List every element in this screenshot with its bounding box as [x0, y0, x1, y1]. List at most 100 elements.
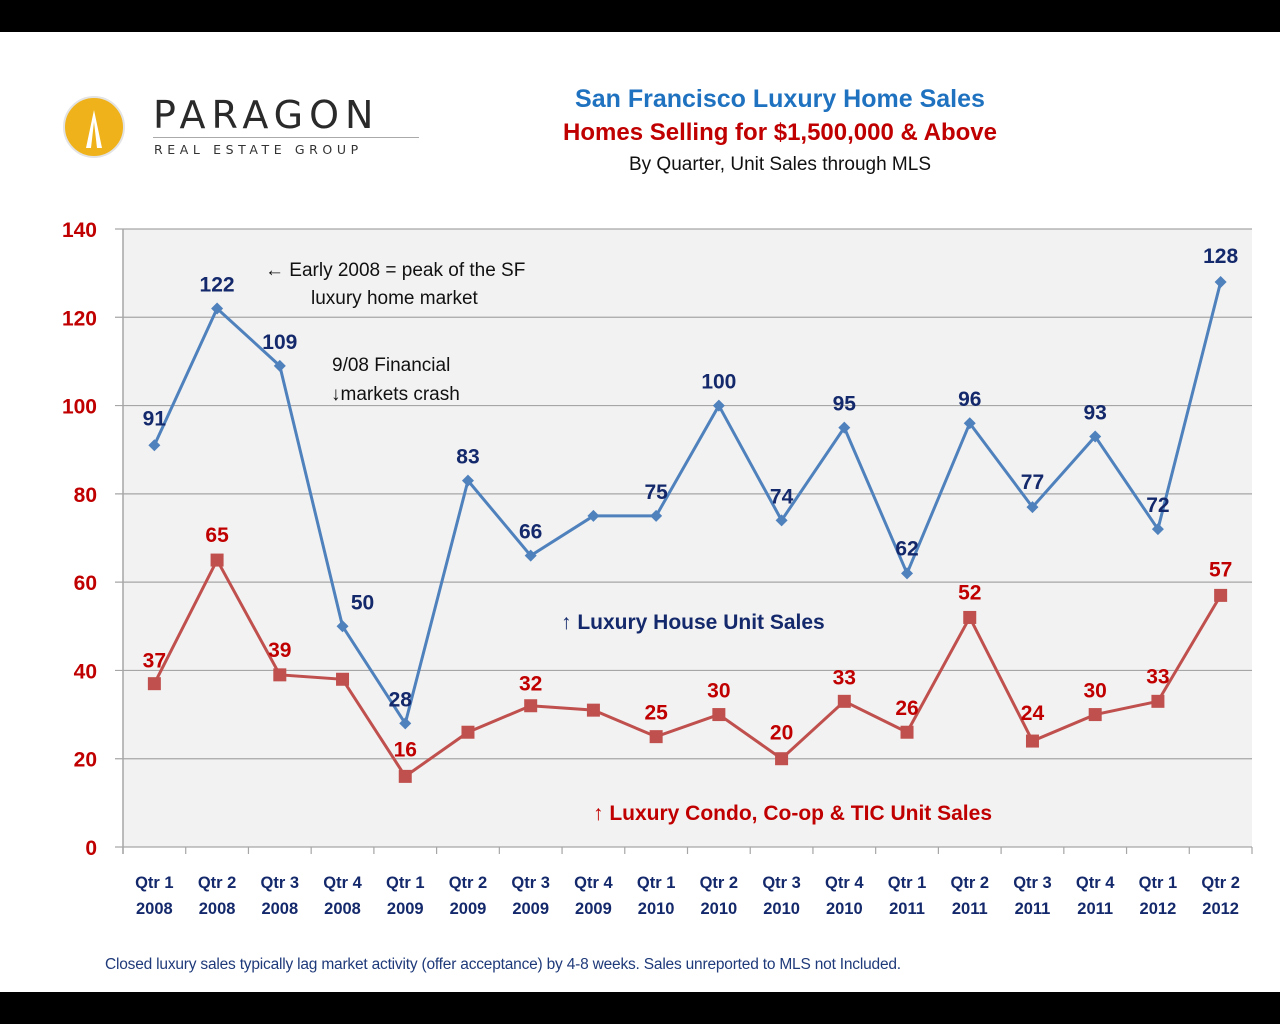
house-marker [524, 549, 537, 562]
house-marker [399, 717, 412, 730]
y-tick-label: 140 [62, 219, 97, 242]
condo-data-label: 37 [143, 650, 166, 673]
house-marker [775, 514, 788, 527]
condo-data-label: 30 [707, 680, 730, 703]
house-data-label: 28 [389, 688, 413, 711]
annotation-peak-line-1: ← Early 2008 = peak of the SF [265, 260, 525, 281]
condo-marker [712, 708, 726, 722]
annotation-crash-line-1: 9/08 Financial [332, 355, 450, 376]
house-data-label: 74 [770, 485, 794, 508]
bottom-black-bar [0, 992, 1280, 1024]
house-data-label: 83 [456, 446, 479, 469]
x-tick-label: Qtr 3 2010 [762, 874, 801, 918]
chart-titles: San Francisco Luxury Home Sales Homes Se… [480, 82, 1080, 180]
condo-marker [837, 694, 851, 708]
condo-marker [461, 725, 475, 739]
top-black-bar [0, 0, 1280, 32]
condo-marker [900, 725, 914, 739]
house-series-legend-label: ↑ Luxury House Unit Sales [561, 611, 825, 634]
logo-divider [153, 137, 419, 138]
logo-tagline: REAL ESTATE GROUP [154, 142, 363, 157]
x-tick-label: Qtr 1 2010 [637, 874, 676, 918]
chart-subtitle-2: By Quarter, Unit Sales through MLS [628, 154, 932, 175]
condo-data-label: 57 [1209, 558, 1232, 581]
house-marker [712, 399, 725, 412]
condo-marker [398, 769, 412, 783]
house-data-label: 95 [833, 393, 857, 416]
house-data-label: 72 [1146, 494, 1169, 517]
house-marker [963, 417, 976, 430]
logo-wordmark: PARAGON [153, 93, 380, 137]
house-marker [587, 509, 600, 522]
annotation-peak-line-2: luxury home market [311, 288, 479, 309]
condo-data-label: 33 [1146, 665, 1169, 688]
x-tick-label: Qtr 2 2010 [700, 874, 739, 918]
x-tick-label: Qtr 3 2009 [511, 874, 550, 918]
y-tick-label: 100 [62, 396, 97, 419]
x-tick-label: Qtr 2 2008 [198, 874, 237, 918]
house-marker [148, 439, 161, 452]
condo-marker [963, 610, 977, 624]
house-data-label: 62 [895, 537, 918, 560]
y-tick-label: 80 [74, 484, 97, 507]
condo-series-line [153, 556, 1222, 779]
condo-marker [586, 703, 600, 717]
house-data-label: 93 [1084, 401, 1107, 424]
house-marker [1089, 430, 1102, 443]
condo-data-label: 20 [770, 722, 793, 745]
house-data-label: 128 [1203, 245, 1238, 268]
house-marker [901, 567, 914, 580]
condo-marker [147, 677, 161, 691]
condo-data-label: 52 [958, 581, 981, 604]
house-marker [461, 474, 474, 487]
condo-data-label: 32 [519, 673, 542, 696]
house-marker [336, 620, 349, 633]
condo-marker [336, 672, 350, 686]
y-tick-label: 0 [85, 837, 97, 860]
condo-data-label: 39 [268, 639, 291, 662]
condo-marker [1025, 734, 1039, 748]
house-marker [1214, 275, 1227, 288]
condo-marker [649, 730, 663, 744]
condo-data-label: 24 [1021, 702, 1045, 725]
y-tick-label: 120 [62, 307, 97, 330]
x-tick-label: Qtr 1 2008 [135, 874, 174, 918]
house-marker [650, 509, 663, 522]
plot-area [123, 229, 1252, 847]
logo-emblem-icon [63, 96, 125, 158]
house-marker [1151, 523, 1164, 536]
house-data-label: 77 [1021, 471, 1044, 494]
y-tick-label: 20 [74, 749, 97, 772]
house-marker [1026, 501, 1039, 514]
condo-marker [1151, 694, 1165, 708]
condo-marker [775, 752, 789, 766]
house-marker [211, 302, 224, 315]
house-data-label: 96 [958, 388, 981, 411]
house-data-label: 100 [701, 371, 736, 394]
house-data-label: 75 [644, 481, 668, 504]
condo-data-label: 25 [644, 702, 668, 725]
x-tick-label: Qtr 2 2011 [950, 874, 989, 918]
y-tick-label: 60 [74, 572, 97, 595]
condo-data-label: 16 [394, 738, 417, 761]
condo-marker [1088, 708, 1102, 722]
house-series-line [152, 281, 1223, 728]
house-data-label: 109 [262, 331, 297, 354]
x-tick-label: Qtr 4 2009 [574, 874, 613, 918]
condo-marker [210, 553, 224, 567]
x-tick-label: Qtr 2 2012 [1201, 874, 1240, 918]
x-tick-label: Qtr 1 2011 [888, 874, 927, 918]
condo-marker [273, 668, 287, 682]
x-tick-label: Qtr 3 2008 [261, 874, 300, 918]
x-tick-label: Qtr 4 2011 [1076, 874, 1115, 918]
x-tick-label: Qtr 1 2009 [386, 874, 425, 918]
x-tick-label: Qtr 4 2010 [825, 874, 864, 918]
condo-data-label: 26 [895, 697, 918, 720]
footnote: Closed luxury sales typically lag market… [105, 956, 901, 973]
chart-title: San Francisco Luxury Home Sales [575, 85, 985, 113]
y-tick-label: 40 [74, 660, 97, 683]
paragon-logo: PARAGON REAL ESTATE GROUP [63, 93, 423, 165]
house-marker [273, 359, 286, 372]
condo-series-legend-label: ↑ Luxury Condo, Co-op & TIC Unit Sales [593, 802, 992, 825]
